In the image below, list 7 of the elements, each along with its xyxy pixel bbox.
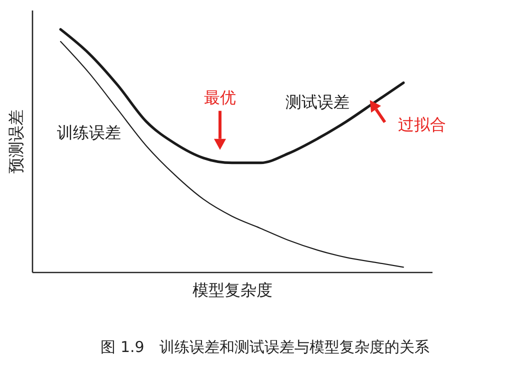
y-axis-title: 预测误差: [6, 110, 26, 174]
series-label: 训练误差: [57, 123, 122, 142]
annotation: 最优: [204, 88, 236, 107]
series-label: 测试误差: [286, 92, 350, 112]
x-axis-title: 模型复杂度: [192, 280, 272, 300]
caption: 图 1.9 训练误差和测试误差与模型复杂度的关系: [100, 338, 430, 357]
annotation: 过拟合: [398, 115, 446, 134]
